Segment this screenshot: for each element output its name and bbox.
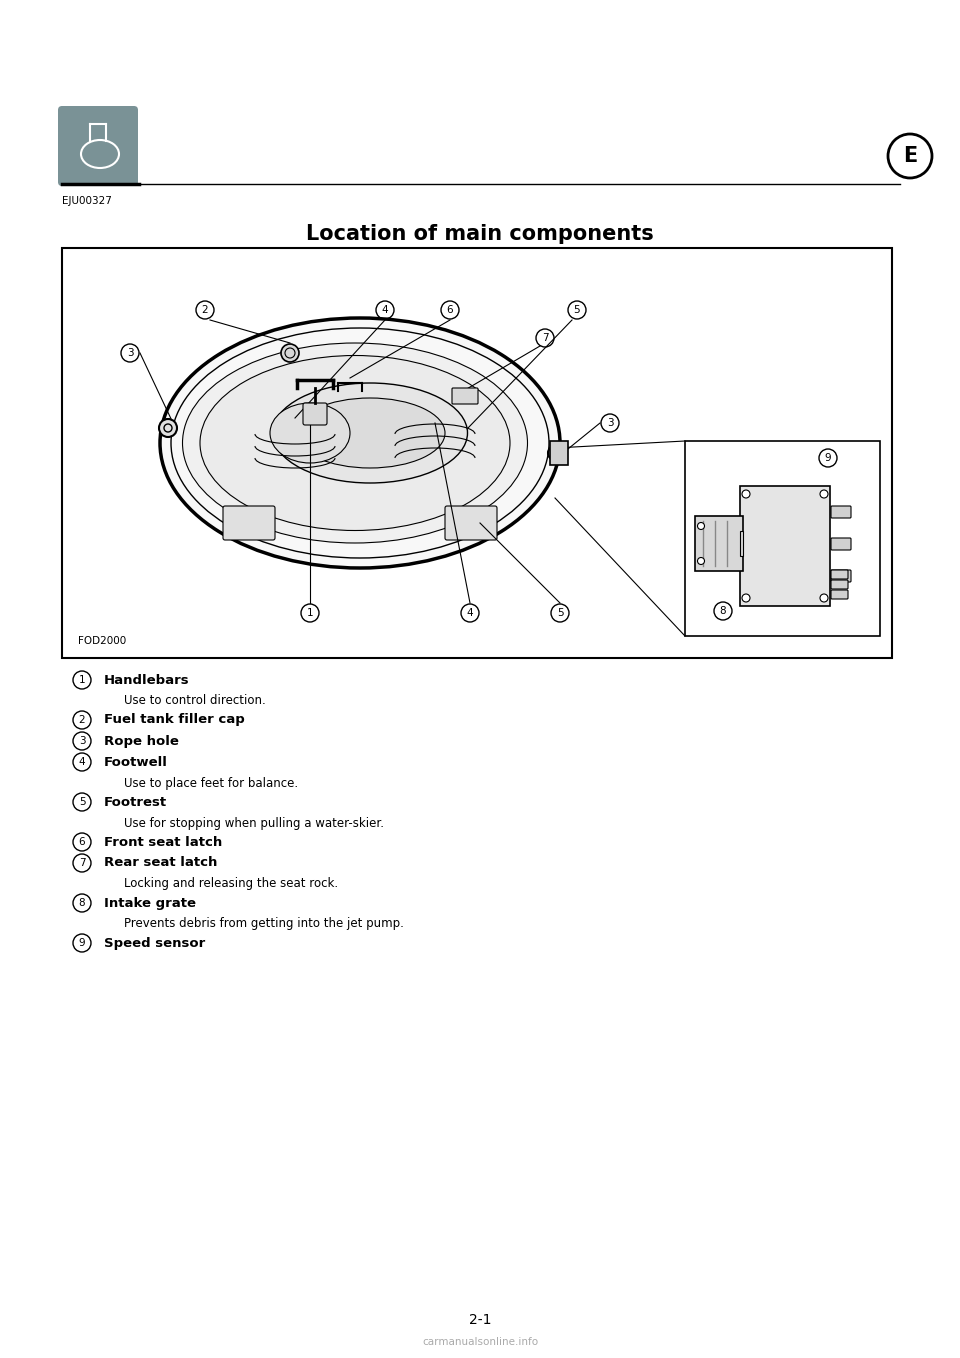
- Text: Footrest: Footrest: [104, 796, 167, 808]
- Text: Intake grate: Intake grate: [104, 896, 196, 910]
- Text: EJU00327: EJU00327: [62, 196, 112, 206]
- Text: 2: 2: [79, 716, 85, 725]
- Circle shape: [548, 445, 562, 460]
- Text: Use to place feet for balance.: Use to place feet for balance.: [124, 777, 299, 789]
- Circle shape: [698, 523, 705, 530]
- Text: 9: 9: [79, 938, 85, 948]
- Text: 4: 4: [382, 306, 388, 315]
- Circle shape: [159, 420, 177, 437]
- FancyBboxPatch shape: [303, 403, 327, 425]
- FancyBboxPatch shape: [831, 589, 848, 599]
- FancyBboxPatch shape: [550, 441, 568, 464]
- Text: 9: 9: [825, 454, 831, 463]
- FancyBboxPatch shape: [452, 388, 478, 403]
- Text: 6: 6: [446, 306, 453, 315]
- Text: Use to control direction.: Use to control direction.: [124, 694, 266, 708]
- Text: 3: 3: [127, 348, 133, 359]
- Text: Prevents debris from getting into the jet pump.: Prevents debris from getting into the je…: [124, 918, 404, 930]
- Text: 5: 5: [557, 608, 564, 618]
- FancyBboxPatch shape: [62, 249, 892, 659]
- Ellipse shape: [200, 356, 510, 531]
- FancyBboxPatch shape: [831, 507, 851, 517]
- FancyBboxPatch shape: [831, 570, 851, 583]
- Circle shape: [742, 593, 750, 602]
- Text: 7: 7: [541, 333, 548, 344]
- Text: 8: 8: [720, 606, 727, 617]
- Text: 4: 4: [79, 756, 85, 767]
- FancyBboxPatch shape: [223, 507, 275, 540]
- Text: Front seat latch: Front seat latch: [104, 835, 223, 849]
- FancyBboxPatch shape: [58, 106, 138, 186]
- FancyBboxPatch shape: [831, 580, 848, 589]
- Text: Handlebars: Handlebars: [104, 674, 190, 687]
- Text: 3: 3: [607, 418, 613, 428]
- Text: Location of main components: Location of main components: [306, 224, 654, 244]
- Circle shape: [698, 558, 705, 565]
- FancyBboxPatch shape: [831, 538, 851, 550]
- FancyBboxPatch shape: [740, 486, 830, 606]
- Text: 3: 3: [79, 736, 85, 746]
- Text: 1: 1: [79, 675, 85, 684]
- Text: Speed sensor: Speed sensor: [104, 937, 205, 949]
- Text: 5: 5: [574, 306, 580, 315]
- Text: Locking and releasing the seat rock.: Locking and releasing the seat rock.: [124, 877, 338, 891]
- FancyBboxPatch shape: [445, 507, 497, 540]
- FancyBboxPatch shape: [685, 441, 880, 636]
- Text: 7: 7: [79, 858, 85, 868]
- Text: Fuel tank filler cap: Fuel tank filler cap: [104, 713, 245, 727]
- Text: 4: 4: [467, 608, 473, 618]
- Text: Footwell: Footwell: [104, 755, 168, 769]
- FancyBboxPatch shape: [831, 570, 848, 579]
- Text: 2: 2: [202, 306, 208, 315]
- Ellipse shape: [270, 403, 350, 463]
- Text: E: E: [902, 147, 917, 166]
- Text: Rope hole: Rope hole: [104, 735, 179, 747]
- Text: 8: 8: [79, 898, 85, 909]
- Ellipse shape: [182, 344, 527, 543]
- Text: 5: 5: [79, 797, 85, 807]
- Ellipse shape: [273, 383, 468, 483]
- Text: carmanualsonline.info: carmanualsonline.info: [422, 1338, 538, 1347]
- Ellipse shape: [160, 318, 560, 568]
- Text: FOD2000: FOD2000: [78, 636, 127, 646]
- Circle shape: [281, 344, 299, 363]
- Text: Rear seat latch: Rear seat latch: [104, 857, 217, 869]
- Text: Use for stopping when pulling a water-skier.: Use for stopping when pulling a water-sk…: [124, 816, 384, 830]
- Text: 6: 6: [79, 837, 85, 847]
- Circle shape: [742, 490, 750, 498]
- Ellipse shape: [295, 398, 445, 469]
- Text: 1: 1: [306, 608, 313, 618]
- Circle shape: [820, 593, 828, 602]
- FancyBboxPatch shape: [740, 531, 743, 555]
- Circle shape: [820, 490, 828, 498]
- Text: 2-1: 2-1: [468, 1313, 492, 1327]
- FancyBboxPatch shape: [695, 516, 743, 570]
